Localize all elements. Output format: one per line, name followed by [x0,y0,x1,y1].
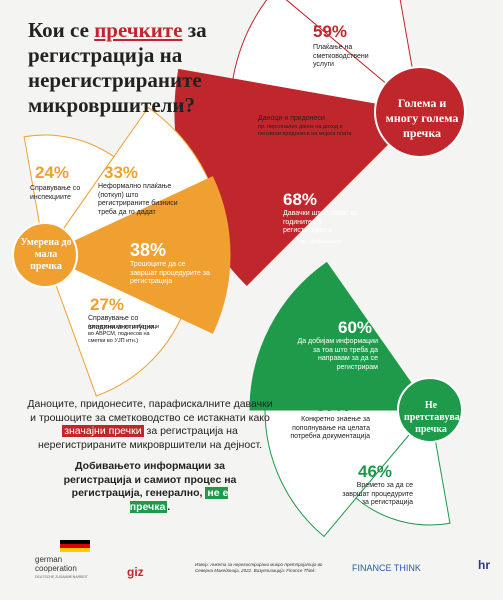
wedge [249,261,431,411]
hr-logo: hr [478,558,490,572]
german-sub: DEUTSCHE ZUSAMMENARBEIT [35,575,88,579]
title: Кои се пречките за регистрација на нерег… [28,18,238,118]
item-text: Трошоците да се завршат процедурите за р… [130,261,210,285]
text: Даноците, придонесите, парафискалните да… [27,398,273,424]
item-text: Времето за да се завршат процедурите за … [342,482,413,506]
item-text: Конкретно знаење за пополнување на целат… [290,416,370,440]
text: . [167,500,171,513]
item-note: пр. персонален данок на доход и пензиски… [258,124,352,137]
group-circle [397,377,463,443]
percent: 60% [338,318,373,337]
title-highlight: пречките [94,18,183,42]
wedge [264,409,432,538]
flag [60,544,90,548]
flag [60,548,90,552]
item-note: (регистрација на работници во АВРСМ, под… [88,324,160,344]
percent: 24% [35,163,70,182]
summary-2: Добивањето информации за регистрација и … [55,460,245,514]
wedge [44,254,182,397]
title-text: за регистрација на нерегистрираните микр… [28,18,207,117]
german-logo: german cooperation [35,555,77,573]
percent: 46% [358,462,393,481]
percent: 27% [90,295,125,314]
text: Добивањето информации за регистрација и … [63,460,237,499]
financethink-logo: FINANCE THINK [352,563,421,573]
wedge [232,0,422,113]
group-label: Голема и многу голема пречка [385,96,459,140]
item-text: Давачки што следат во годините по регист… [283,210,358,234]
percent: 68% [283,190,318,209]
group-circle [374,66,466,158]
title-text: Кои се [28,18,95,42]
item-text: Неформално плаќање (поткуп) што регистри… [98,183,178,216]
item-text: Справување со владини институции [88,315,155,331]
summary-1: Даноците, придонесите, парафискалните да… [25,398,275,452]
group-circle [12,222,78,288]
group-label: Умерена до мала пречка [20,237,72,272]
item-text: Плаќање на сметководствени услуги [313,44,369,68]
percent: 57% [316,396,351,415]
item-text: Да добијам информации за тоа што треба д… [297,338,378,371]
percent: 59% [313,22,348,41]
percent: 66% [258,94,293,113]
wedge [43,106,209,257]
wedge [43,176,231,334]
highlight: значајни пречки [62,425,144,437]
flag [60,540,90,544]
item-text: Справување со инспекциите [30,185,81,201]
source: Извор: Анкета за нерегистрирани микро-пр… [195,562,323,573]
item-text: Даноци и придонеси [258,115,325,122]
giz-logo: giz [127,565,144,579]
wedge [285,0,421,114]
text: за регистрација на нерегистрираните микр… [37,425,263,451]
item-note: пр. „фирмарина“ [300,239,343,245]
group-label: Не претставува пречка [404,400,460,435]
percent: 33% [104,163,139,182]
percent: 38% [130,240,167,260]
